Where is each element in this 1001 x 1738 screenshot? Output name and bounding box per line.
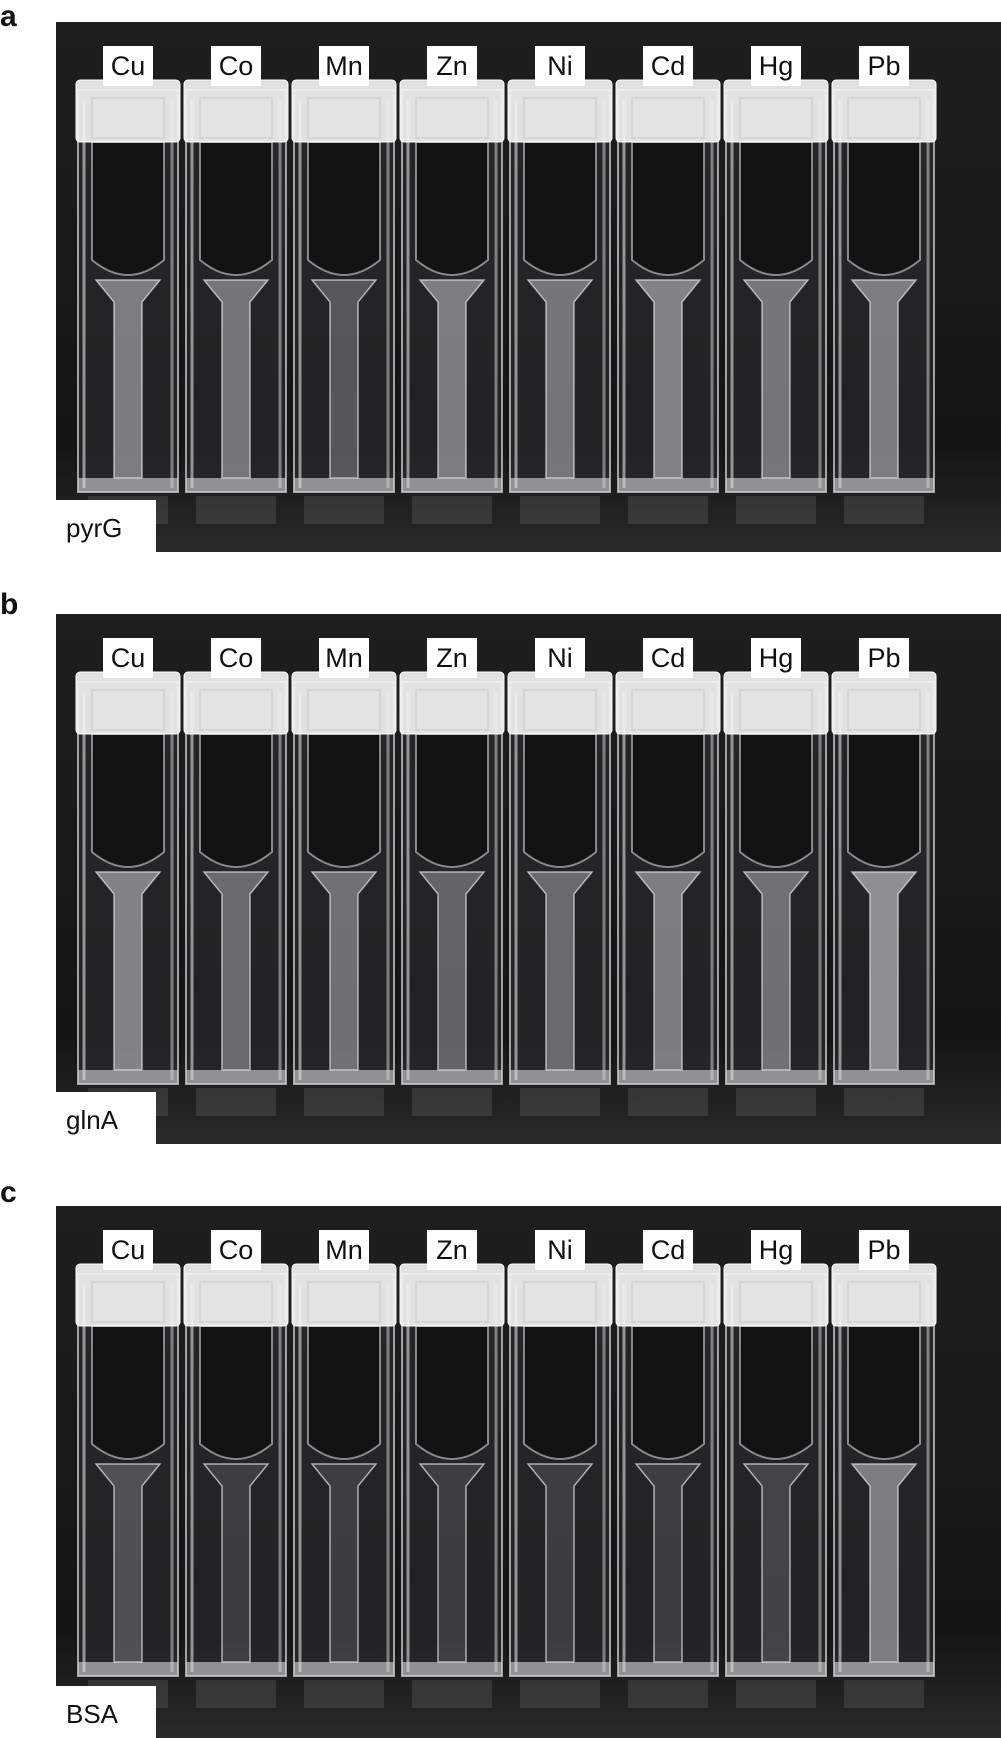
cuvette-cd — [615, 671, 721, 1116]
metal-label-co: Co — [211, 46, 261, 86]
cuvette-pb — [831, 1263, 937, 1708]
metal-label-mn: Mn — [319, 638, 369, 678]
cuvette-cd — [615, 79, 721, 524]
cuvette-cu — [75, 1263, 181, 1708]
cuvette-zn — [399, 1263, 505, 1708]
cuvette-ni — [507, 671, 613, 1116]
metal-label-co: Co — [211, 1230, 261, 1270]
panel-letter-a: a — [0, 0, 17, 33]
cuvette-pb — [831, 671, 937, 1116]
cuvette-cu — [75, 671, 181, 1116]
metal-label-cu: Cu — [103, 46, 153, 86]
cuvette-hg — [723, 1263, 829, 1708]
panel-letter-b: b — [0, 588, 19, 621]
metal-label-mn: Mn — [319, 1230, 369, 1270]
photo-panel-b: glnA Cu Co Mn Zn Ni Cd Hg Pb — [56, 614, 1001, 1144]
cuvette-co — [183, 79, 289, 524]
metal-label-pb: Pb — [859, 638, 909, 678]
metal-label-zn: Zn — [427, 638, 477, 678]
photo-panel-c: BSA Cu Co Mn Zn Ni Cd Hg Pb — [56, 1206, 1001, 1738]
cuvette-mn — [291, 79, 397, 524]
metal-label-ni: Ni — [535, 1230, 585, 1270]
cuvette-mn — [291, 671, 397, 1116]
cuvette-row-a — [56, 22, 1001, 552]
metal-label-pb: Pb — [859, 46, 909, 86]
metal-label-cu: Cu — [103, 1230, 153, 1270]
metal-label-zn: Zn — [427, 1230, 477, 1270]
cuvette-cd — [615, 1263, 721, 1708]
metal-label-cd: Cd — [643, 1230, 693, 1270]
cuvette-hg — [723, 79, 829, 524]
metal-label-cd: Cd — [643, 638, 693, 678]
cuvette-ni — [507, 1263, 613, 1708]
metal-label-co: Co — [211, 638, 261, 678]
metal-label-ni: Ni — [535, 46, 585, 86]
metal-label-hg: Hg — [751, 46, 801, 86]
photo-panel-a: pyrG Cu Co Mn Zn Ni Cd Hg Pb — [56, 22, 1001, 552]
cuvette-zn — [399, 79, 505, 524]
sample-label: glnA — [56, 1092, 156, 1144]
metal-label-hg: Hg — [751, 638, 801, 678]
cuvette-row-b — [56, 614, 1001, 1144]
metal-label-ni: Ni — [535, 638, 585, 678]
cuvette-hg — [723, 671, 829, 1116]
sample-label: pyrG — [56, 500, 156, 552]
panel-letter-c: c — [0, 1176, 17, 1209]
metal-label-cd: Cd — [643, 46, 693, 86]
cuvette-zn — [399, 671, 505, 1116]
cuvette-co — [183, 1263, 289, 1708]
metal-label-mn: Mn — [319, 46, 369, 86]
cuvette-cu — [75, 79, 181, 524]
cuvette-pb — [831, 79, 937, 524]
sample-label: BSA — [56, 1686, 156, 1738]
metal-label-pb: Pb — [859, 1230, 909, 1270]
cuvette-ni — [507, 79, 613, 524]
cuvette-row-c — [56, 1206, 1001, 1738]
metal-label-zn: Zn — [427, 46, 477, 86]
cuvette-co — [183, 671, 289, 1116]
metal-label-cu: Cu — [103, 638, 153, 678]
metal-label-hg: Hg — [751, 1230, 801, 1270]
cuvette-mn — [291, 1263, 397, 1708]
